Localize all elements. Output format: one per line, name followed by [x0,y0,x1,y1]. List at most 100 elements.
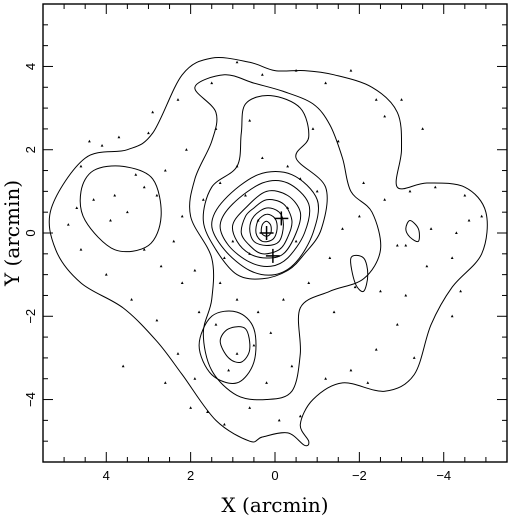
galaxy-point [125,210,129,214]
contour-level-3-4 [198,310,257,384]
y-axis-title: Y (arcmin) [0,180,24,287]
galaxy-point [429,227,433,230]
galaxy-point [362,181,365,185]
galaxy-point [366,381,370,384]
galaxy-point [172,239,176,243]
galaxy-point [88,139,91,143]
y-tick-label: −2 [23,309,38,324]
y-tick-labels: 4 2 0 −2 −4 [23,63,38,407]
galaxy-point [383,114,387,118]
galaxy-point [332,310,336,314]
contour-level-4-7 [211,171,320,276]
galaxy-point [235,298,239,301]
peak-cross-marker [259,226,274,240]
galaxy-point [433,185,437,189]
contour-level-5-9 [219,179,311,267]
galaxy-point [206,410,209,414]
galaxy-point [134,173,138,176]
contour-level-7-11 [240,199,293,255]
galaxy-point [459,289,462,293]
galaxy-point [260,156,264,160]
galaxy-point [324,377,328,380]
galaxy-point [227,368,230,372]
galaxy-point [260,73,264,76]
galaxy-point [328,256,332,259]
galaxy-point [222,256,226,259]
galaxy-point [75,206,79,210]
galaxy-point [298,414,302,418]
galaxy-point [421,127,425,130]
galaxy-point [286,164,290,168]
galaxy-point [374,347,378,351]
galaxy-point [374,98,378,101]
y-tick-label: −4 [23,392,38,407]
contour-level-6-10 [231,190,302,259]
galaxy-point [180,214,184,218]
contour-level-2-1 [189,74,382,401]
galaxy-point [100,143,104,147]
x-axis-title: X (arcmin) [221,493,328,517]
galaxy-point [311,127,315,130]
contour-level-3-3 [202,95,328,280]
galaxy-point [180,281,184,284]
galaxy-point [244,193,247,197]
galaxy-point [395,243,399,247]
galaxy-point [235,164,239,168]
galaxy-point [176,98,180,101]
galaxy-point [307,281,311,284]
galaxy-point [193,377,197,380]
contour-level-3-6 [405,219,420,243]
galaxy-point [404,293,408,297]
axis-ticks [43,4,507,462]
galaxy-point [315,189,319,193]
galaxy-point [176,352,180,355]
galaxy-point [109,218,112,222]
galaxy-point [454,231,458,234]
x-tick-label: 2 [187,468,194,483]
galaxy-point [277,418,281,422]
galaxy-point [218,181,222,185]
galaxy-point [294,69,298,72]
galaxy-point [341,227,344,230]
peak-cross-marker [274,211,289,226]
galaxy-point [404,243,408,247]
galaxy-point [222,422,226,426]
galaxy-point [450,256,454,259]
galaxy-point [400,98,403,101]
galaxy-point [269,331,273,334]
galaxy-point [185,148,188,151]
x-tick-labels: 4 2 0 −2 −4 [103,468,451,483]
galaxy-point [379,289,382,293]
galaxy-point [147,131,150,135]
galaxy-point [265,381,268,384]
galaxy-point [383,198,387,201]
galaxy-point [92,198,96,201]
galaxy-point [155,193,159,197]
galaxy-point [189,406,193,409]
galaxy-point [286,206,290,210]
galaxy-point [357,214,361,218]
galaxy-point [252,343,256,347]
galaxy-point [201,198,205,201]
galaxy-point [235,352,239,355]
galaxy-point [218,281,222,284]
galaxy-point [248,118,252,122]
galaxy-point [248,406,252,409]
peak-cross-marker [265,248,280,263]
galaxy-point [121,364,125,368]
galaxy-point [130,298,133,301]
galaxy-point [298,177,302,180]
y-tick-label: 0 [23,229,38,236]
galaxy-point [214,323,218,326]
galaxy-point [282,298,285,301]
galaxy-point [210,81,214,85]
galaxy-point [324,81,328,85]
x-tick-label: 4 [103,468,110,483]
galaxy-point [231,239,235,243]
contour-level-4-8 [219,326,251,364]
galaxy-point [142,185,146,189]
galaxy-point [408,189,412,193]
y-tick-label: 2 [23,146,38,153]
galaxy-point [349,368,353,372]
